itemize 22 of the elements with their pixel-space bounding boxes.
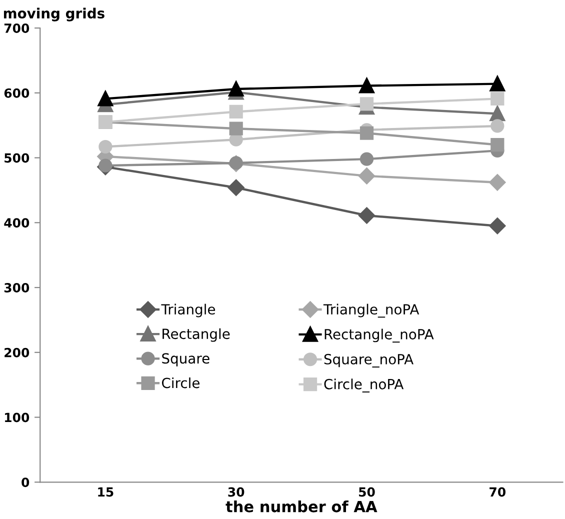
- chart-title: moving grids: [4, 8, 104, 22]
- y-tick-label: 200: [4, 348, 30, 358]
- legend-label: Rectangle: [162, 328, 230, 342]
- y-tick-label: 600: [4, 88, 30, 98]
- y-tick-label: 0: [22, 478, 30, 488]
- legend-label: Rectangle_noPA: [324, 328, 434, 343]
- legend-label: Square: [162, 353, 210, 366]
- y-tick-label: 700: [4, 24, 30, 33]
- y-tick-label: 500: [4, 153, 30, 163]
- legend-label: Circle_noPA: [324, 378, 404, 392]
- y-tick-label: 300: [4, 283, 30, 292]
- x-axis-title: the number of AA: [226, 500, 378, 512]
- x-tick-label: 70: [490, 487, 506, 497]
- x-tick-label: 50: [359, 487, 375, 497]
- legend-label: Triangle: [161, 304, 216, 318]
- y-tick-label: 100: [5, 412, 30, 422]
- x-tick-label: 30: [228, 487, 244, 497]
- x-tick-label: 15: [98, 487, 114, 497]
- legend-label: Triangle_noPA: [323, 304, 420, 318]
- legend-label: Square_noPA: [324, 354, 414, 368]
- y-tick-label: 400: [4, 218, 30, 228]
- legend-label: Circle: [162, 377, 200, 388]
